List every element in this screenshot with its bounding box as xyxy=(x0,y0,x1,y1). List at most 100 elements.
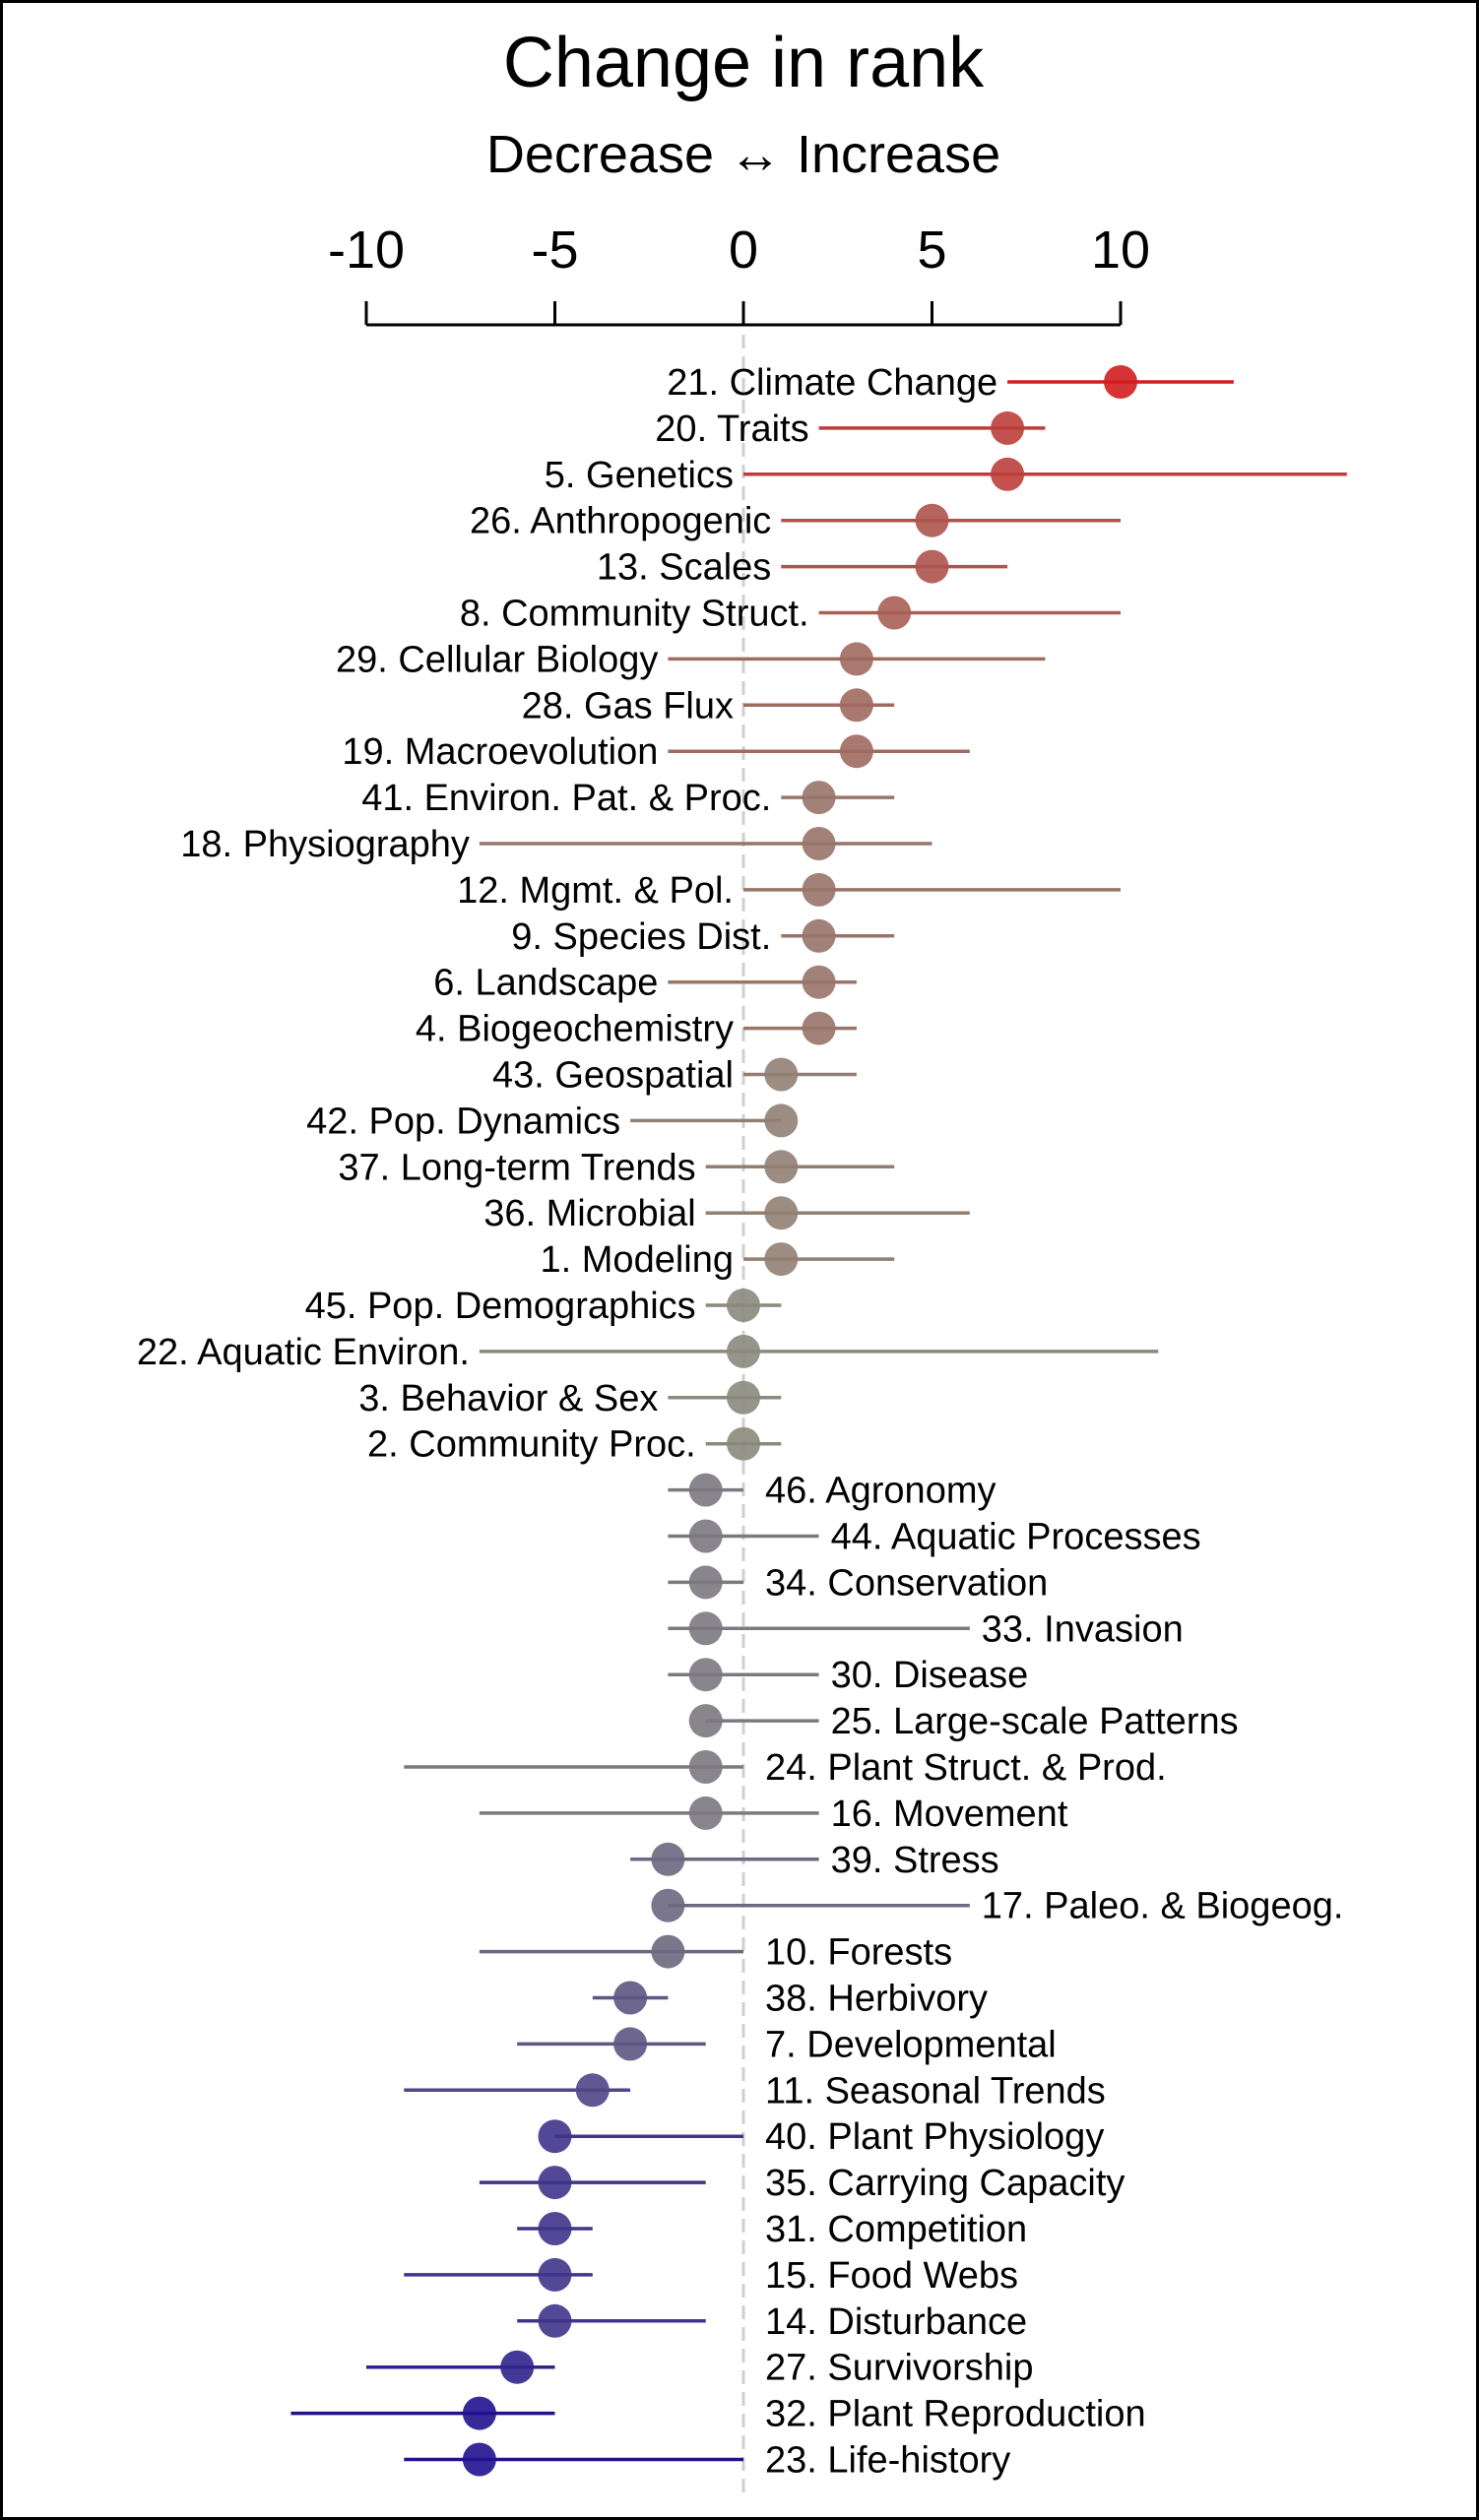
data-row: 33. Invasion xyxy=(668,1608,1184,1650)
point-estimate xyxy=(877,596,912,630)
row-label: 28. Gas Flux xyxy=(522,685,734,726)
row-label: 2. Community Proc. xyxy=(367,1424,696,1466)
row-label: 1. Modeling xyxy=(541,1239,734,1281)
row-label: 29. Cellular Biology xyxy=(336,639,658,680)
point-estimate xyxy=(613,1981,648,2015)
data-row: 32. Plant Reproduction xyxy=(290,2394,1146,2435)
data-row: 11. Seasonal Trends xyxy=(404,2070,1106,2111)
chart-title: Change in rank xyxy=(503,24,985,102)
point-estimate xyxy=(688,1796,723,1830)
row-label: 14. Disturbance xyxy=(765,2301,1027,2343)
data-row: 43. Geospatial xyxy=(492,1055,857,1097)
row-label: 30. Disease xyxy=(831,1655,1029,1696)
point-estimate xyxy=(462,2396,496,2430)
data-row: 39. Stress xyxy=(630,1840,999,1881)
point-estimate xyxy=(538,2257,572,2292)
data-row: 34. Conservation xyxy=(668,1562,1048,1604)
x-tick-label: 10 xyxy=(1091,220,1150,280)
x-tick-label: 5 xyxy=(917,220,946,280)
row-label: 13. Scales xyxy=(597,547,771,589)
data-row: 30. Disease xyxy=(668,1655,1028,1696)
point-estimate xyxy=(802,781,836,815)
row-label: 32. Plant Reproduction xyxy=(765,2394,1146,2435)
x-tick-label: -10 xyxy=(328,220,405,280)
row-label: 24. Plant Struct. & Prod. xyxy=(765,1747,1167,1789)
row-label: 44. Aquatic Processes xyxy=(831,1517,1201,1558)
row-label: 27. Survivorship xyxy=(765,2348,1033,2389)
point-estimate xyxy=(462,2442,496,2477)
data-row: 45. Pop. Demographics xyxy=(305,1286,782,1327)
data-row: 31. Competition xyxy=(517,2209,1027,2250)
point-estimate xyxy=(727,1426,760,1461)
data-row: 17. Paleo. & Biogeog. xyxy=(651,1886,1343,1927)
row-label: 7. Developmental xyxy=(765,2024,1057,2065)
row-label: 11. Seasonal Trends xyxy=(765,2070,1106,2111)
row-label: 8. Community Struct. xyxy=(460,594,809,635)
row-label: 34. Conservation xyxy=(765,1562,1048,1604)
point-estimate xyxy=(613,2027,648,2061)
data-row: 18. Physiography xyxy=(180,824,932,865)
data-row: 20. Traits xyxy=(655,409,1046,450)
row-label: 10. Forests xyxy=(765,1932,952,1974)
row-label: 23. Life-history xyxy=(765,2440,1010,2482)
data-row: 12. Mgmt. & Pol. xyxy=(457,870,1121,912)
row-label: 21. Climate Change xyxy=(667,362,997,404)
row-label: 39. Stress xyxy=(831,1840,999,1881)
point-estimate xyxy=(991,457,1025,491)
x-tick-label: -5 xyxy=(531,220,578,280)
row-label: 17. Paleo. & Biogeog. xyxy=(982,1886,1344,1927)
row-label: 42. Pop. Dynamics xyxy=(306,1101,620,1142)
row-label: 19. Macroevolution xyxy=(342,731,658,773)
row-label: 18. Physiography xyxy=(180,824,470,865)
data-row: 15. Food Webs xyxy=(404,2255,1018,2297)
data-row: 9. Species Dist. xyxy=(511,916,895,958)
data-row: 36. Microbial xyxy=(483,1193,970,1234)
data-row: 13. Scales xyxy=(597,547,1008,589)
data-row: 44. Aquatic Processes xyxy=(668,1517,1201,1558)
row-label: 25. Large-scale Patterns xyxy=(831,1701,1239,1742)
point-estimate xyxy=(802,1011,836,1045)
point-estimate xyxy=(575,2073,610,2108)
row-label: 37. Long-term Trends xyxy=(338,1147,695,1188)
data-row: 27. Survivorship xyxy=(366,2348,1033,2389)
x-axis: -10 -5 0 5 10 xyxy=(328,220,1150,327)
point-estimate xyxy=(802,918,836,953)
point-estimate xyxy=(764,1057,799,1092)
point-estimate xyxy=(651,1842,685,1876)
data-row: 35. Carrying Capacity xyxy=(479,2163,1125,2204)
row-label: 3. Behavior & Sex xyxy=(358,1378,658,1419)
point-estimate xyxy=(538,2212,572,2245)
data-row: 4. Biogeochemistry xyxy=(416,1009,857,1050)
data-row: 5. Genetics xyxy=(545,455,1347,496)
row-label: 43. Geospatial xyxy=(492,1055,734,1097)
data-row: 24. Plant Struct. & Prod. xyxy=(404,1747,1167,1789)
data-row: 26. Anthropogenic xyxy=(470,501,1121,542)
point-estimate xyxy=(651,1934,685,1969)
row-label: 31. Competition xyxy=(765,2209,1027,2250)
data-row: 1. Modeling xyxy=(541,1239,895,1281)
row-label: 38. Herbivory xyxy=(765,1979,988,2020)
row-label: 6. Landscape xyxy=(433,963,658,1004)
point-estimate xyxy=(1104,365,1137,399)
point-estimate xyxy=(991,410,1025,445)
point-estimate xyxy=(764,1150,799,1184)
data-row: 22. Aquatic Environ. xyxy=(137,1332,1159,1373)
data-row: 2. Community Proc. xyxy=(367,1424,782,1466)
data-row: 23. Life-history xyxy=(404,2440,1010,2482)
point-estimate xyxy=(764,1242,799,1277)
point-estimate xyxy=(839,688,873,723)
data-row: 6. Landscape xyxy=(433,963,857,1004)
point-estimate xyxy=(802,827,836,860)
point-estimate xyxy=(538,2166,572,2200)
row-label: 16. Movement xyxy=(831,1794,1068,1835)
row-label: 41. Environ. Pat. & Proc. xyxy=(361,778,771,819)
row-label: 33. Invasion xyxy=(982,1608,1184,1650)
point-estimate xyxy=(764,1103,799,1138)
row-label: 36. Microbial xyxy=(483,1193,695,1234)
point-estimate xyxy=(764,1196,799,1230)
data-row: 14. Disturbance xyxy=(517,2301,1027,2343)
data-row: 25. Large-scale Patterns xyxy=(688,1701,1239,1742)
data-row: 41. Environ. Pat. & Proc. xyxy=(361,778,895,819)
row-label: 20. Traits xyxy=(655,409,808,450)
